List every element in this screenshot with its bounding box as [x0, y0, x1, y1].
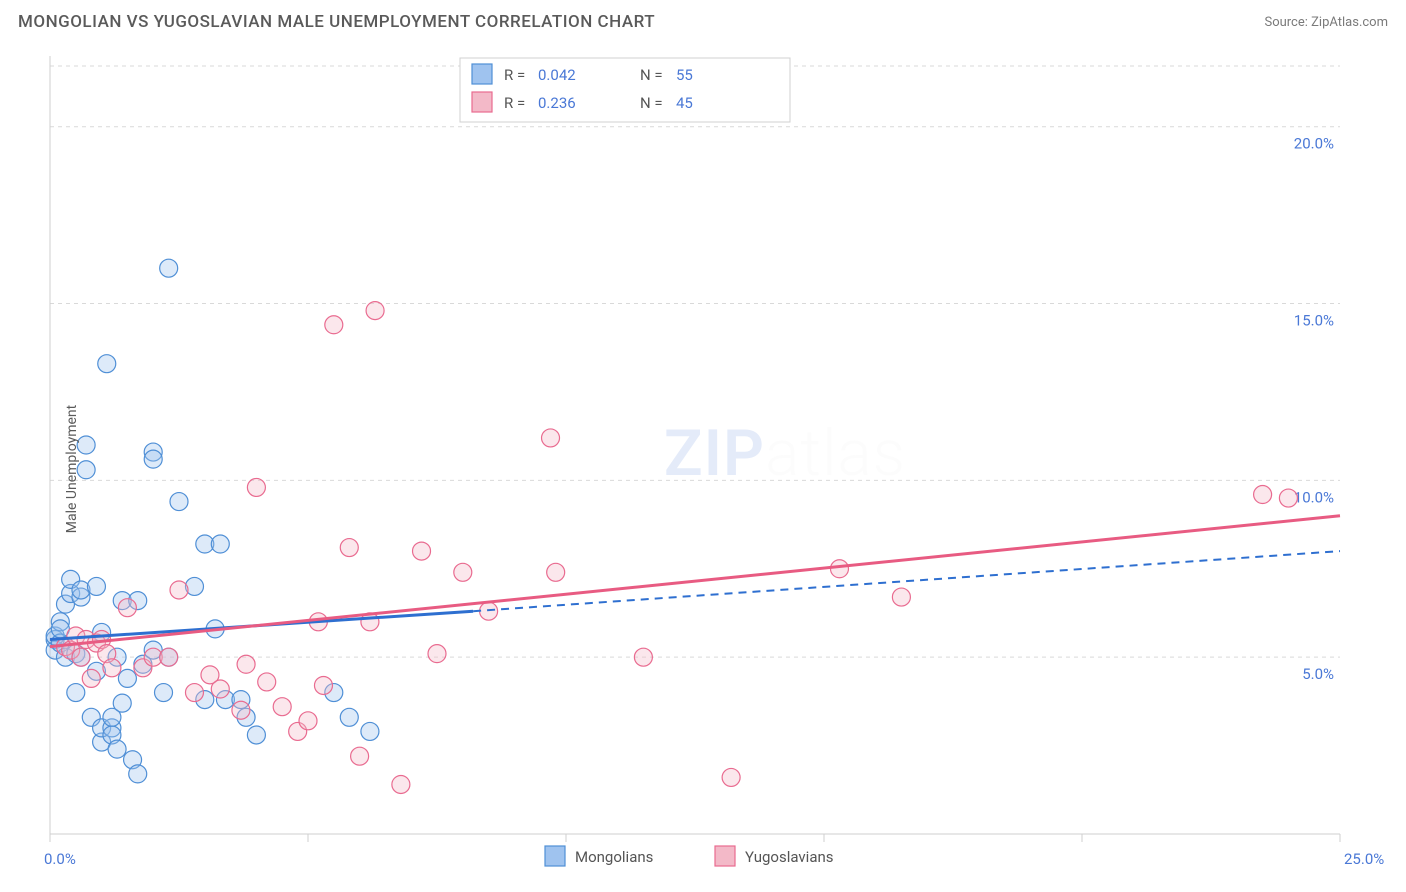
chart-source: Source: ZipAtlas.com: [1264, 15, 1388, 30]
data-point: [237, 655, 255, 673]
data-point: [72, 648, 90, 666]
svg-text:10.0%: 10.0%: [1294, 488, 1334, 506]
data-point: [340, 708, 358, 726]
svg-text:ZIPatlas: ZIPatlas: [664, 416, 906, 491]
data-point: [258, 673, 276, 691]
data-point: [542, 429, 560, 447]
data-point: [103, 659, 121, 677]
r-value: 0.042: [538, 66, 576, 84]
data-point: [547, 563, 565, 581]
data-point: [113, 694, 131, 712]
data-point: [118, 669, 136, 687]
data-point: [314, 676, 332, 694]
data-point: [830, 560, 848, 578]
chart-title: MONGOLIAN VS YUGOSLAVIAN MALE UNEMPLOYME…: [18, 12, 655, 32]
data-point: [211, 680, 229, 698]
legend-swatch: [545, 846, 565, 866]
legend-swatch: [472, 92, 492, 112]
data-point: [1254, 486, 1272, 504]
data-point: [87, 577, 105, 595]
data-point: [273, 698, 291, 716]
data-point: [413, 542, 431, 560]
data-point: [247, 726, 265, 744]
data-point: [67, 684, 85, 702]
data-point: [428, 645, 446, 663]
data-point: [325, 316, 343, 334]
source-label: Source:: [1264, 15, 1311, 30]
r-label: R =: [504, 66, 525, 84]
data-point: [170, 581, 188, 599]
data-point: [144, 450, 162, 468]
n-value: 45: [676, 94, 693, 112]
chart-area: Male Unemployment 5.0%10.0%15.0%20.0%0.0…: [0, 46, 1406, 892]
data-point: [480, 602, 498, 620]
legend-swatch: [472, 64, 492, 84]
chart-header: MONGOLIAN VS YUGOSLAVIAN MALE UNEMPLOYME…: [0, 0, 1406, 40]
data-point: [232, 701, 250, 719]
data-point: [892, 588, 910, 606]
data-point: [211, 535, 229, 553]
data-point: [634, 648, 652, 666]
legend-swatch: [715, 846, 735, 866]
svg-text:20.0%: 20.0%: [1294, 135, 1334, 153]
data-point: [351, 747, 369, 765]
data-point: [160, 648, 178, 666]
svg-text:0.0%: 0.0%: [44, 850, 76, 868]
data-point: [722, 768, 740, 786]
legend-label: Mongolians: [575, 848, 653, 866]
data-point: [454, 563, 472, 581]
trend-line-yugoslavians: [50, 516, 1340, 647]
y-axis-label: Male Unemployment: [64, 405, 80, 533]
r-value: 0.236: [538, 94, 576, 112]
n-value: 55: [676, 66, 693, 84]
svg-text:15.0%: 15.0%: [1294, 312, 1334, 330]
data-point: [160, 259, 178, 277]
data-point: [129, 765, 147, 783]
r-label: R =: [504, 94, 525, 112]
svg-text:5.0%: 5.0%: [1302, 665, 1334, 683]
n-label: N =: [640, 66, 663, 84]
data-point: [98, 355, 116, 373]
data-point: [361, 722, 379, 740]
source-value: ZipAtlas.com: [1311, 15, 1388, 30]
data-point: [247, 478, 265, 496]
svg-text:25.0%: 25.0%: [1344, 850, 1384, 868]
data-point: [1279, 489, 1297, 507]
data-point: [392, 775, 410, 793]
data-point: [82, 669, 100, 687]
data-point: [299, 712, 317, 730]
scatter-chart: 5.0%10.0%15.0%20.0%0.0%25.0%ZIPatlasR = …: [0, 46, 1406, 892]
data-point: [340, 539, 358, 557]
data-point: [155, 684, 173, 702]
data-point: [170, 493, 188, 511]
n-label: N =: [640, 94, 663, 112]
data-point: [118, 599, 136, 617]
data-point: [108, 740, 126, 758]
data-point: [185, 684, 203, 702]
data-point: [366, 302, 384, 320]
legend-label: Yugoslavians: [745, 848, 834, 866]
